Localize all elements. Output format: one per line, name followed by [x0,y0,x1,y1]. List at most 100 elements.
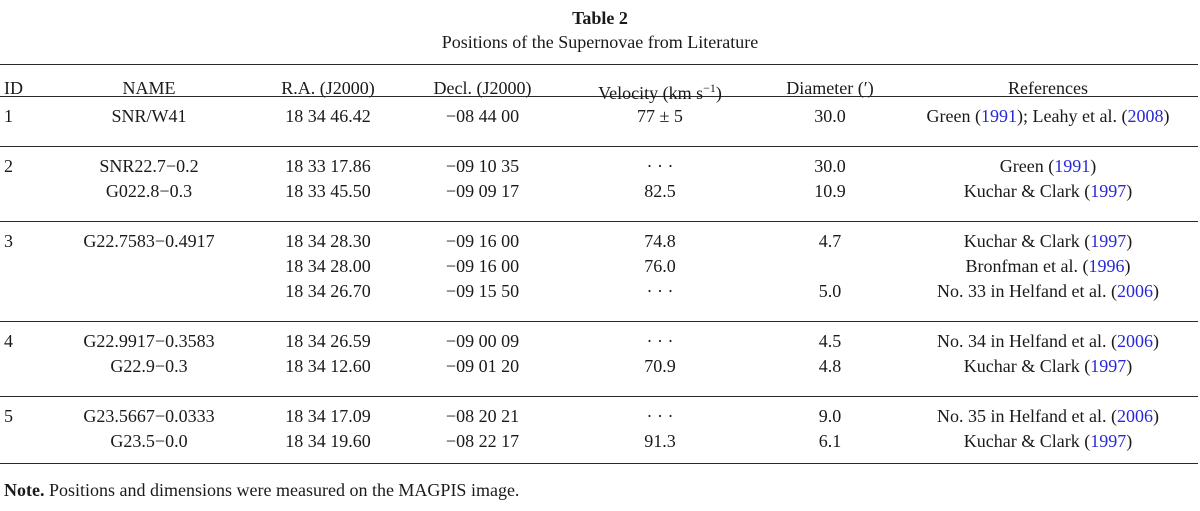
cell-name: G22.9−0.3 [110,356,188,376]
header-rule [0,96,1198,97]
reference-text: ) [1126,181,1133,201]
group-rule [0,146,1198,147]
header-id: ID [4,78,23,98]
bottom-rule [0,463,1198,464]
table-title: Table 2 [572,8,628,28]
reference-year-link[interactable]: 2006 [1116,406,1153,426]
header-references: References [1008,78,1088,98]
cell-name: SNR/W41 [111,106,187,126]
reference-text: ) [1152,331,1159,351]
cell-diameter: 10.9 [814,181,846,201]
cell-ra: 18 34 17.09 [285,406,371,426]
cell-id: 2 [4,156,13,176]
reference-text: ) [1124,256,1131,276]
table-subtitle: Positions of the Supernovae from Literat… [441,32,759,52]
cell-reference: Bronfman et al. (1996) [900,255,1196,277]
reference-text: ) [1152,281,1159,301]
cell-diameter: 4.7 [818,231,842,251]
cell-name: G022.8−0.3 [105,181,193,201]
header-velocity-prefix: Velocity (km s [598,83,704,103]
cell-dec: −09 15 50 [445,281,520,301]
reference-text: Green ( [999,156,1055,176]
group-rule [0,321,1198,322]
cell-diameter: 30.0 [814,106,846,126]
reference-text: Kuchar & Clark ( [963,181,1091,201]
cell-ra: 18 33 17.86 [285,156,371,176]
cell-diameter: 30.0 [814,156,846,176]
reference-text: ) [1126,231,1133,251]
cell-id: 3 [4,231,13,251]
cell-ra: 18 33 45.50 [285,181,371,201]
reference-text: Kuchar & Clark ( [963,231,1091,251]
reference-year-link[interactable]: 2006 [1116,281,1153,301]
cell-reference: No. 33 in Helfand et al. (2006) [900,280,1196,302]
cell-dec: −08 22 17 [445,431,520,451]
cell-name: G23.5667−0.0333 [83,406,215,426]
cell-reference: Kuchar & Clark (1997) [900,355,1196,377]
cell-velocity: · · · [646,281,674,301]
header-name: NAME [122,78,176,98]
top-rule [0,64,1198,65]
header-velocity-suffix: ) [715,83,722,103]
cell-velocity: 70.9 [644,356,676,376]
reference-text: ); Leahy et al. ( [1017,106,1128,126]
reference-text: ) [1152,406,1159,426]
reference-year-link[interactable]: 1997 [1090,431,1127,451]
reference-year-link[interactable]: 1996 [1088,256,1125,276]
header-velocity: Velocity (km s−1) [560,77,760,104]
group-rule [0,396,1198,397]
cell-ra: 18 34 12.60 [285,356,371,376]
cell-velocity: 82.5 [644,181,676,201]
cell-ra: 18 34 26.59 [285,331,371,351]
cell-velocity: 76.0 [644,256,676,276]
header-ra: R.A. (J2000) [281,78,375,98]
reference-text: ) [1126,356,1133,376]
reference-text: Kuchar & Clark ( [963,431,1091,451]
cell-dec: −09 16 00 [445,231,520,251]
reference-year-link[interactable]: 2006 [1116,331,1153,351]
reference-year-link[interactable]: 1991 [981,106,1017,126]
reference-year-link[interactable]: 1991 [1054,156,1091,176]
reference-year-link[interactable]: 2008 [1127,106,1164,126]
cell-velocity: · · · [646,156,674,176]
cell-dec: −08 44 00 [445,106,520,126]
cell-name: G22.9917−0.3583 [83,331,215,351]
reference-year-link[interactable]: 1997 [1090,231,1127,251]
header-velocity-exp: −1 [703,81,716,95]
cell-ra: 18 34 46.42 [285,106,371,126]
cell-dec: −09 16 00 [445,256,520,276]
cell-reference: No. 34 in Helfand et al. (2006) [900,330,1196,352]
cell-dec: −09 09 17 [445,181,520,201]
group-rule [0,221,1198,222]
reference-year-link[interactable]: 1997 [1090,181,1127,201]
cell-velocity: · · · [646,331,674,351]
cell-name: G23.5−0.0 [110,431,188,451]
cell-name: G22.7583−0.4917 [83,231,215,251]
reference-text: No. 34 in Helfand et al. ( [937,331,1117,351]
cell-reference: Green (1991) [900,155,1196,177]
cell-ra: 18 34 28.00 [285,256,371,276]
reference-text: Kuchar & Clark ( [963,356,1091,376]
cell-reference: Kuchar & Clark (1997) [900,230,1196,252]
note-label: Note. [4,480,45,500]
cell-dec: −09 10 35 [445,156,520,176]
cell-reference: Kuchar & Clark (1997) [900,430,1196,452]
reference-text: ) [1126,431,1133,451]
reference-text: Bronfman et al. ( [965,256,1089,276]
cell-diameter: 6.1 [818,431,842,451]
cell-reference: Green (1991); Leahy et al. (2008) [900,105,1196,127]
cell-name: SNR22.7−0.2 [99,156,199,176]
reference-year-link[interactable]: 1997 [1090,356,1127,376]
cell-velocity: 91.3 [644,431,676,451]
cell-velocity: · · · [646,406,674,426]
cell-reference: No. 35 in Helfand et al. (2006) [900,405,1196,427]
table-note: Note. Positions and dimensions were meas… [4,480,519,501]
cell-diameter: 9.0 [818,406,842,426]
cell-ra: 18 34 19.60 [285,431,371,451]
cell-diameter: 4.5 [818,331,842,351]
note-text: Positions and dimensions were measured o… [44,480,520,500]
cell-id: 4 [4,331,13,351]
reference-text: Green ( [926,106,981,126]
header-dec: Decl. (J2000) [433,78,532,98]
cell-ra: 18 34 28.30 [285,231,371,251]
